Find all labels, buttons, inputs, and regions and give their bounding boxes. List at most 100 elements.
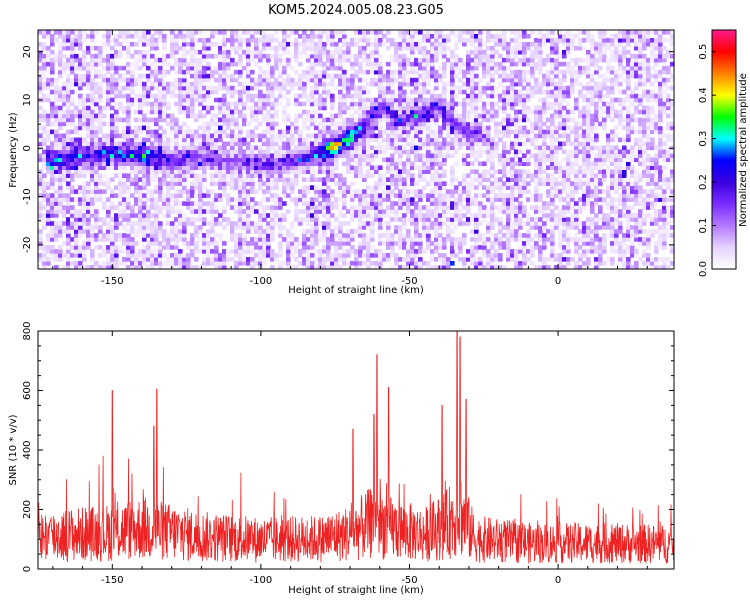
heatmap-cell	[502, 149, 507, 155]
heatmap-cell	[482, 265, 487, 270]
heatmap-cell	[154, 73, 159, 79]
heatmap-cell	[418, 241, 423, 246]
heatmap-cell	[94, 73, 99, 79]
heatmap-cell	[350, 249, 355, 254]
heatmap-cell	[238, 41, 243, 47]
heatmap-cell	[250, 237, 255, 242]
heatmap-cell	[206, 133, 211, 139]
heatmap-cell	[402, 121, 407, 127]
heatmap-cell	[310, 213, 315, 218]
heatmap-cell	[234, 233, 239, 238]
heatmap-cell	[330, 81, 335, 87]
heatmap-cell	[506, 145, 511, 151]
heatmap-cell	[62, 37, 67, 43]
heatmap-cell	[162, 145, 167, 151]
heatmap-cell	[462, 105, 467, 111]
heatmap-cell	[54, 57, 59, 63]
heatmap-cell	[90, 53, 95, 59]
heatmap-cell	[106, 233, 111, 238]
heatmap-cell	[94, 177, 99, 182]
heatmap-cell	[454, 33, 459, 39]
heatmap-cell	[182, 45, 187, 51]
heatmap-cell	[410, 30, 415, 35]
heatmap-cell	[102, 253, 107, 258]
heatmap-cell	[314, 241, 319, 246]
heatmap-cell	[106, 185, 111, 190]
heatmap-cell	[410, 241, 415, 246]
heatmap-cell	[286, 153, 291, 159]
heatmap-cell	[46, 77, 51, 83]
heatmap-cell	[78, 65, 83, 71]
heatmap-cell	[362, 205, 367, 210]
heatmap-cell	[214, 257, 219, 262]
heatmap-cell	[54, 81, 59, 87]
heatmap-cell	[230, 169, 235, 174]
heatmap-cell	[58, 249, 63, 254]
heatmap-cell	[446, 33, 451, 39]
heatmap-cell	[370, 157, 375, 163]
heatmap-cell	[434, 237, 439, 242]
heatmap-cell	[234, 101, 239, 107]
heatmap-cell	[378, 181, 383, 186]
heatmap-cell	[190, 113, 195, 119]
heatmap-cell	[114, 141, 119, 147]
heatmap-cell	[486, 197, 491, 202]
heatmap-cell	[470, 37, 475, 43]
heatmap-cell	[182, 41, 187, 47]
heatmap-cell	[190, 237, 195, 242]
heatmap-cell	[450, 201, 455, 206]
heatmap-cell	[142, 37, 147, 43]
heatmap-cell	[466, 197, 471, 202]
heatmap-cell	[218, 117, 223, 123]
heatmap-cell	[390, 121, 395, 127]
heatmap-cell	[46, 145, 51, 151]
heatmap-cell	[326, 125, 331, 131]
heatmap-cell	[118, 221, 123, 226]
heatmap-cell	[230, 101, 235, 107]
heatmap-cell	[86, 121, 91, 127]
heatmap-cell	[70, 129, 75, 135]
heatmap-cell	[114, 129, 119, 135]
heatmap-cell	[78, 77, 83, 83]
heatmap-cell	[238, 109, 243, 115]
heatmap-cell	[162, 69, 167, 75]
heatmap-cell	[406, 245, 411, 250]
heatmap-cell	[166, 69, 171, 75]
heatmap-cell	[402, 169, 407, 174]
heatmap-cell	[486, 229, 491, 234]
heatmap-cell	[314, 33, 319, 39]
heatmap-cell	[198, 165, 203, 171]
heatmap-cell	[218, 157, 223, 163]
heatmap-cell	[242, 221, 247, 226]
heatmap-cell	[150, 233, 155, 238]
heatmap-cell	[322, 189, 327, 194]
heatmap-cell	[450, 117, 455, 123]
heatmap-cell	[194, 233, 199, 238]
heatmap-cell	[102, 105, 107, 111]
heatmap-cell	[266, 161, 271, 167]
heatmap-cell	[146, 30, 151, 35]
heatmap-cell	[298, 193, 303, 198]
heatmap-cell	[134, 165, 139, 171]
heatmap-cell	[174, 225, 179, 230]
heatmap-cell	[410, 113, 415, 119]
heatmap-cell	[38, 245, 43, 250]
heatmap-cell	[78, 117, 83, 123]
heatmap-cell	[406, 41, 411, 47]
heatmap-cell	[462, 161, 467, 167]
heatmap-cell	[262, 193, 267, 198]
heatmap-cell	[122, 30, 127, 35]
heatmap-cell	[78, 137, 83, 143]
heatmap-cell	[258, 153, 263, 159]
heatmap-cell	[38, 125, 43, 131]
heatmap-cell	[498, 105, 503, 111]
heatmap-cell	[474, 45, 479, 51]
heatmap-cell	[466, 121, 471, 127]
heatmap-cell	[194, 265, 199, 270]
heatmap-cell	[270, 173, 275, 178]
heatmap-cell	[346, 237, 351, 242]
heatmap-cell	[250, 153, 255, 159]
heatmap-cell	[94, 173, 99, 178]
heatmap-cell	[242, 101, 247, 107]
heatmap-cell	[310, 53, 315, 59]
